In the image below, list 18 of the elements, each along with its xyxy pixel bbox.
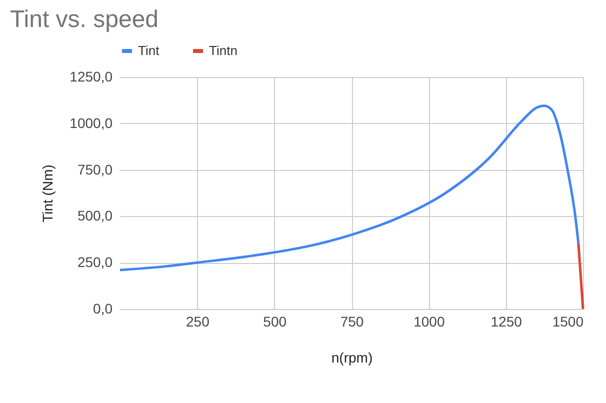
x-tick-label: 1250 xyxy=(490,314,522,330)
y-tick-label: 1000,0 xyxy=(70,114,113,131)
y-tick-label: 250,0 xyxy=(77,254,113,270)
y-tick-label: 750,0 xyxy=(77,161,113,178)
y-tick-label: 0,0 xyxy=(93,300,113,316)
x-tick-label: 1500 xyxy=(552,314,584,330)
y-axis-title: Tint (Nm) xyxy=(40,164,56,222)
y-tick-label: 1250,0 xyxy=(70,68,113,84)
legend-label: Tintn xyxy=(209,43,238,58)
x-tick-label: 500 xyxy=(263,314,287,330)
x-axis-title: n(rpm) xyxy=(331,350,373,366)
y-tick-label: 500,0 xyxy=(77,208,113,224)
legend-label: Tint xyxy=(138,43,160,58)
line-series xyxy=(118,104,580,272)
x-tick-label: 250 xyxy=(186,314,210,330)
x-tick-label: 750 xyxy=(340,314,364,330)
chart-title: Tint vs. speed xyxy=(10,6,159,33)
x-tick-label: 1000 xyxy=(414,314,445,330)
